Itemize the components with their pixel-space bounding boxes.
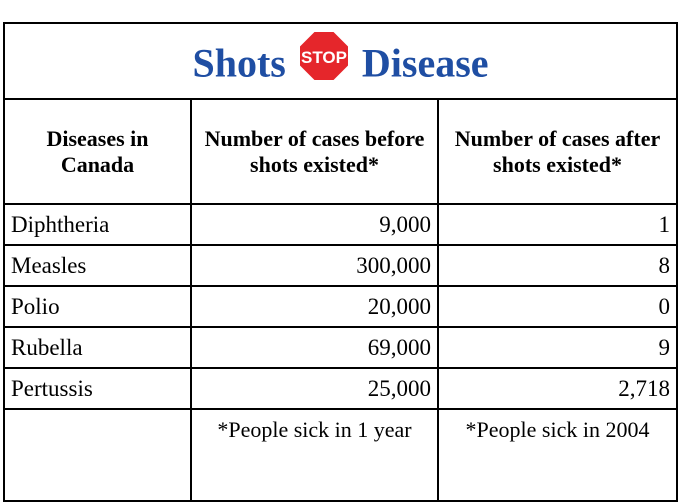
- header-row: Diseases in Canada Number of cases before…: [3, 98, 678, 205]
- header-cell: Number of cases after shots existed*: [437, 98, 678, 205]
- table-cell: Rubella: [3, 326, 192, 369]
- table-cell: 69,000: [190, 326, 439, 369]
- data-row: Rubella 69,000 9: [3, 326, 678, 369]
- stop-sign: STOP: [297, 30, 350, 83]
- table-cell: 8: [437, 244, 678, 287]
- table-cell: 25,000: [190, 367, 439, 410]
- table-cell: 300,000: [190, 244, 439, 287]
- table-cell: Diphtheria: [3, 203, 192, 246]
- footer-row: *People sick in 1 year *People sick in 20…: [3, 408, 678, 502]
- title-left: Shots: [192, 40, 286, 86]
- table-cell: 2,718: [437, 367, 678, 410]
- title-row: Shots STOP Disease: [3, 22, 678, 100]
- data-row: Measles 300,000 8: [3, 244, 678, 287]
- table-body: Shots STOP Disease Diseases in Canada Num…: [3, 22, 678, 502]
- header-cell: Number of cases before shots existed*: [190, 98, 439, 205]
- table: Shots STOP Disease Diseases in Canada Num…: [3, 22, 678, 502]
- footer-cell: [3, 408, 192, 502]
- table-cell: 1: [437, 203, 678, 246]
- table-cell: 9: [437, 326, 678, 369]
- table-cell: 0: [437, 285, 678, 328]
- data-row: Polio 20,000 0: [3, 285, 678, 328]
- footer-cell: *People sick in 1 year: [190, 408, 439, 502]
- title-right: Disease: [361, 40, 489, 86]
- table-cell: Polio: [3, 285, 192, 328]
- data-row: Diphtheria 9,000 1: [3, 203, 678, 246]
- title-cell: Shots STOP Disease: [3, 22, 678, 100]
- table-cell: Measles: [3, 244, 192, 287]
- table-cell: 20,000: [190, 285, 439, 328]
- header-cell: Diseases in Canada: [3, 98, 192, 205]
- footer-cell: *People sick in 2004: [437, 408, 678, 502]
- table-cell: Pertussis: [3, 367, 192, 410]
- table-wrap: Shots STOP Disease Diseases in Canada Num…: [3, 22, 678, 502]
- table-cell: 9,000: [190, 203, 439, 246]
- stop-octagon: [297, 30, 350, 83]
- stop-text: STOP: [301, 48, 347, 67]
- data-row: Pertussis 25,000 2,718: [3, 367, 678, 410]
